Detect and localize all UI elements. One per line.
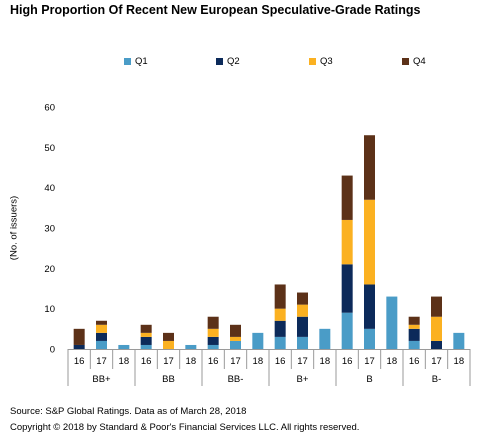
y-tick-label-30: 30 bbox=[44, 224, 55, 235]
bars-layer bbox=[73, 135, 465, 349]
bar-q3-bminus-17 bbox=[431, 316, 442, 341]
bar-q1-bminus-18 bbox=[453, 332, 465, 349]
x-tick-label-bbplus-16: 16 bbox=[74, 356, 85, 367]
bar-q4-bminus-16 bbox=[408, 316, 420, 325]
x-tick-label-bb-17: 17 bbox=[163, 356, 174, 367]
legend-swatch-q3 bbox=[309, 58, 316, 65]
bar-q1-b-17 bbox=[364, 328, 375, 349]
bar-q1-bplus-18 bbox=[319, 328, 331, 349]
x-tick-label-b-18: 18 bbox=[387, 356, 398, 367]
bar-q1-b-18 bbox=[386, 296, 398, 349]
bar-q3-b-17 bbox=[364, 199, 375, 285]
legend-label-q2: Q2 bbox=[227, 56, 240, 67]
y-tick-label-10: 10 bbox=[44, 304, 55, 315]
bar-q2-bbplus-17 bbox=[96, 332, 107, 341]
y-tick-label-20: 20 bbox=[44, 264, 55, 275]
bar-q2-bplus-17 bbox=[297, 316, 308, 337]
source-note: Source: S&P Global Ratings. Data as of M… bbox=[10, 406, 247, 417]
bar-q3-b-16 bbox=[341, 219, 353, 265]
x-group-label-bbminus: BB- bbox=[228, 374, 244, 385]
legend-label-q3: Q3 bbox=[320, 56, 333, 67]
bar-q3-bbminus-17 bbox=[230, 336, 241, 341]
legend: Q1 Q2 Q3 Q4 bbox=[0, 56, 489, 72]
bar-q2-bminus-17 bbox=[431, 340, 442, 349]
bar-q1-bbminus-16 bbox=[207, 344, 219, 349]
bar-q1-bplus-16 bbox=[274, 336, 286, 349]
x-tick-label-bb-16: 16 bbox=[141, 356, 152, 367]
legend-swatch-q2 bbox=[216, 58, 223, 65]
legend-item-q3: Q3 bbox=[309, 56, 333, 67]
legend-item-q4: Q4 bbox=[402, 56, 426, 67]
x-tick-label-bminus-18: 18 bbox=[454, 356, 465, 367]
bar-q4-bminus-17 bbox=[431, 296, 442, 317]
bar-q1-bbplus-18 bbox=[118, 344, 130, 349]
bar-q4-bplus-16 bbox=[274, 284, 286, 309]
bar-q4-bbplus-16 bbox=[73, 328, 85, 345]
bar-q2-bbplus-16 bbox=[73, 344, 85, 349]
x-tick-label-bminus-17: 17 bbox=[431, 356, 442, 367]
bar-q1-bbplus-17 bbox=[96, 340, 107, 349]
x-tick-label-bbplus-18: 18 bbox=[119, 356, 130, 367]
legend-swatch-q1 bbox=[124, 58, 131, 65]
legend-item-q1: Q1 bbox=[124, 56, 148, 67]
y-tick-label-50: 50 bbox=[44, 143, 55, 154]
legend-label-q4: Q4 bbox=[413, 56, 426, 67]
x-tick-label-bplus-18: 18 bbox=[320, 356, 331, 367]
bar-q3-bb-16 bbox=[140, 332, 152, 337]
y-tick-label-0: 0 bbox=[50, 345, 55, 356]
bar-q1-b-16 bbox=[341, 312, 353, 349]
x-tick-label-bplus-17: 17 bbox=[297, 356, 308, 367]
x-tick-label-bbminus-17: 17 bbox=[230, 356, 241, 367]
bar-q1-bbminus-18 bbox=[252, 332, 264, 349]
x-group-label-bminus: B- bbox=[432, 374, 442, 385]
bar-q2-bplus-16 bbox=[274, 320, 286, 337]
bar-q2-b-17 bbox=[364, 284, 375, 329]
bar-q1-bbminus-17 bbox=[230, 340, 241, 349]
bar-q3-bbplus-17 bbox=[96, 324, 107, 333]
x-tick-label-b-17: 17 bbox=[364, 356, 375, 367]
x-group-label-bb: BB bbox=[162, 374, 175, 385]
bar-q4-bbminus-16 bbox=[207, 316, 219, 329]
x-tick-label-bminus-16: 16 bbox=[409, 356, 420, 367]
x-tick-label-bbminus-16: 16 bbox=[208, 356, 219, 367]
bar-q4-b-17 bbox=[364, 135, 375, 200]
bar-q1-bb-18 bbox=[185, 344, 197, 349]
bar-q2-bbminus-16 bbox=[207, 336, 219, 345]
bar-q3-bplus-16 bbox=[274, 308, 286, 321]
legend-item-q2: Q2 bbox=[216, 56, 240, 67]
x-group-label-b: B bbox=[366, 374, 372, 385]
y-tick-label-40: 40 bbox=[44, 183, 55, 194]
bar-q4-bbplus-17 bbox=[96, 320, 107, 325]
bar-q2-bminus-16 bbox=[408, 328, 420, 341]
chart-title: High Proportion Of Recent New European S… bbox=[10, 3, 421, 17]
y-tick-label-60: 60 bbox=[44, 103, 55, 114]
bar-q1-bb-16 bbox=[140, 344, 152, 349]
copyright-note: Copyright © 2018 by Standard & Poor's Fi… bbox=[10, 422, 360, 433]
x-tick-label-b-16: 16 bbox=[342, 356, 353, 367]
bar-q4-bplus-17 bbox=[297, 292, 308, 305]
x-group-label-bplus: B+ bbox=[297, 374, 309, 385]
legend-swatch-q4 bbox=[402, 58, 409, 65]
bar-q3-bb-17 bbox=[163, 340, 174, 349]
x-tick-label-bbplus-17: 17 bbox=[96, 356, 107, 367]
bar-q3-bbminus-16 bbox=[207, 328, 219, 337]
bar-q4-bb-17 bbox=[163, 332, 174, 341]
bar-q3-bplus-17 bbox=[297, 304, 308, 317]
bar-q3-bminus-16 bbox=[408, 324, 420, 329]
legend-label-q1: Q1 bbox=[135, 56, 148, 67]
bar-q1-bplus-17 bbox=[297, 336, 308, 349]
x-tick-label-bbminus-18: 18 bbox=[253, 356, 264, 367]
bar-q4-bbminus-17 bbox=[230, 324, 241, 337]
x-group-label-bbplus: BB+ bbox=[92, 374, 111, 385]
bar-q4-bb-16 bbox=[140, 324, 152, 333]
x-tick-label-bb-18: 18 bbox=[186, 356, 197, 367]
bar-q4-b-16 bbox=[341, 175, 353, 220]
bar-q1-bminus-16 bbox=[408, 340, 420, 349]
x-tick-label-bplus-16: 16 bbox=[275, 356, 286, 367]
bar-q2-b-16 bbox=[341, 264, 353, 313]
bar-q2-bb-16 bbox=[140, 336, 152, 345]
